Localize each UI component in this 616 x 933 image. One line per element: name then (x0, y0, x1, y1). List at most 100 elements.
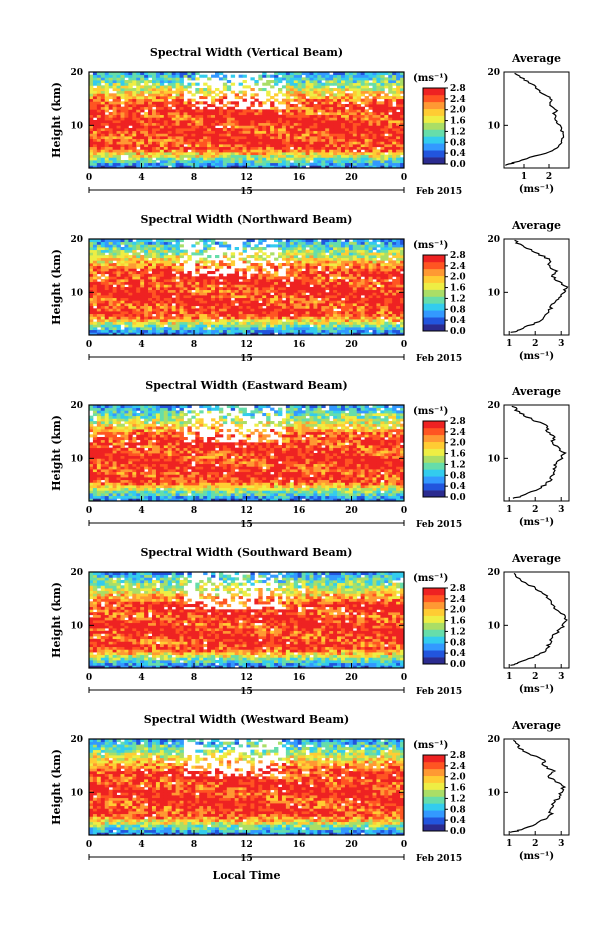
heatmap-cell (274, 306, 278, 309)
heatmap-cell (168, 330, 172, 333)
heatmap-cell (396, 152, 400, 155)
heatmap-cell (302, 255, 306, 258)
heatmap-cell (199, 292, 203, 295)
heatmap-cell (313, 268, 317, 271)
heatmap-cell (349, 271, 353, 274)
heatmap-cell (250, 96, 254, 99)
heatmap-cell (207, 133, 211, 136)
heatmap-cell (172, 104, 176, 107)
heatmap-cell (117, 247, 121, 250)
heatmap-cell (373, 252, 377, 255)
heatmap-cell (191, 252, 195, 255)
heatmap-cell (294, 139, 298, 142)
heatmap-cell (140, 85, 144, 88)
heatmap-cell (128, 303, 132, 306)
heatmap-cell (392, 91, 396, 94)
heatmap-cell (105, 144, 109, 147)
heatmap-cell (329, 123, 333, 126)
heatmap-cell (184, 123, 188, 126)
heatmap-cell (93, 276, 97, 279)
heatmap-cell (310, 260, 314, 263)
heatmap-cell (164, 244, 168, 247)
heatmap-cell (144, 266, 148, 269)
heatmap-cell (373, 276, 377, 279)
heatmap-cell (310, 152, 314, 155)
heatmap-cell (325, 104, 329, 107)
heatmap-cell (369, 75, 373, 78)
heatmap-cell (254, 282, 258, 285)
heatmap-cell (124, 91, 128, 94)
heatmap-cell (121, 271, 125, 274)
heatmap-cell (266, 128, 270, 131)
heatmap-cell (160, 125, 164, 128)
heatmap-cell (207, 330, 211, 333)
heatmap-cell (317, 292, 321, 295)
heatmap-cell (290, 287, 294, 290)
heatmap-cell (140, 139, 144, 142)
heatmap-cell (223, 133, 227, 136)
heatmap-cell (132, 109, 136, 112)
heatmap-cell (160, 117, 164, 120)
heatmap-cell (317, 85, 321, 88)
heatmap-cell (258, 308, 262, 311)
heatmap-cell (349, 77, 353, 80)
heatmap-cell (207, 131, 211, 134)
heatmap-cell (294, 155, 298, 158)
heatmap-cell (258, 133, 262, 136)
heatmap-cell (89, 303, 93, 306)
heatmap-cell (353, 247, 357, 250)
heatmap-cell (361, 303, 365, 306)
heatmap-cell (341, 120, 345, 123)
heatmap-cell (337, 266, 341, 269)
heatmap-cell (345, 139, 349, 142)
heatmap-cell (369, 276, 373, 279)
heatmap-cell (168, 303, 172, 306)
heatmap-cell (376, 96, 380, 99)
heatmap-cell (239, 292, 243, 295)
heatmap-cell (313, 104, 317, 107)
heatmap-cell (223, 141, 227, 144)
heatmap-cell (341, 80, 345, 83)
heatmap-cell (353, 303, 357, 306)
heatmap-cell (105, 292, 109, 295)
heatmap-cell (176, 311, 180, 314)
heatmap-cell (341, 139, 345, 142)
heatmap-cell (152, 250, 156, 253)
heatmap-cell (270, 104, 274, 107)
heatmap-cell (239, 330, 243, 333)
heatmap-cell (373, 263, 377, 266)
heatmap-cell (266, 322, 270, 325)
heatmap-cell (373, 152, 377, 155)
heatmap-cell (160, 115, 164, 118)
heatmap-cell (396, 112, 400, 115)
heatmap-cell (227, 247, 231, 250)
heatmap-cell (227, 120, 231, 123)
heatmap-cell (124, 149, 128, 152)
heatmap-cell (117, 75, 121, 78)
heatmap-cell (239, 131, 243, 134)
heatmap-cell (140, 303, 144, 306)
heatmap-cell (219, 295, 223, 298)
heatmap-cell (156, 319, 160, 322)
heatmap-cell (152, 247, 156, 250)
heatmap-cell (231, 255, 235, 258)
heatmap-cell (317, 141, 321, 144)
heatmap-cell (388, 91, 392, 94)
heatmap-cell (278, 77, 282, 80)
heatmap-cell (195, 131, 199, 134)
heatmap-cell (329, 83, 333, 86)
heatmap-cell (239, 96, 243, 99)
heatmap-cell (144, 101, 148, 104)
heatmap-cell (306, 303, 310, 306)
heatmap-cell (369, 242, 373, 245)
heatmap-cell (298, 80, 302, 83)
heatmap-cell (302, 303, 306, 306)
heatmap-cell (180, 252, 184, 255)
heatmap-cell (353, 75, 357, 78)
heatmap-cell (121, 131, 125, 134)
heatmap-cell (219, 77, 223, 80)
heatmap-cell (298, 282, 302, 285)
heatmap-cell (109, 133, 113, 136)
heatmap-cell (290, 144, 294, 147)
heatmap-cell (117, 284, 121, 287)
